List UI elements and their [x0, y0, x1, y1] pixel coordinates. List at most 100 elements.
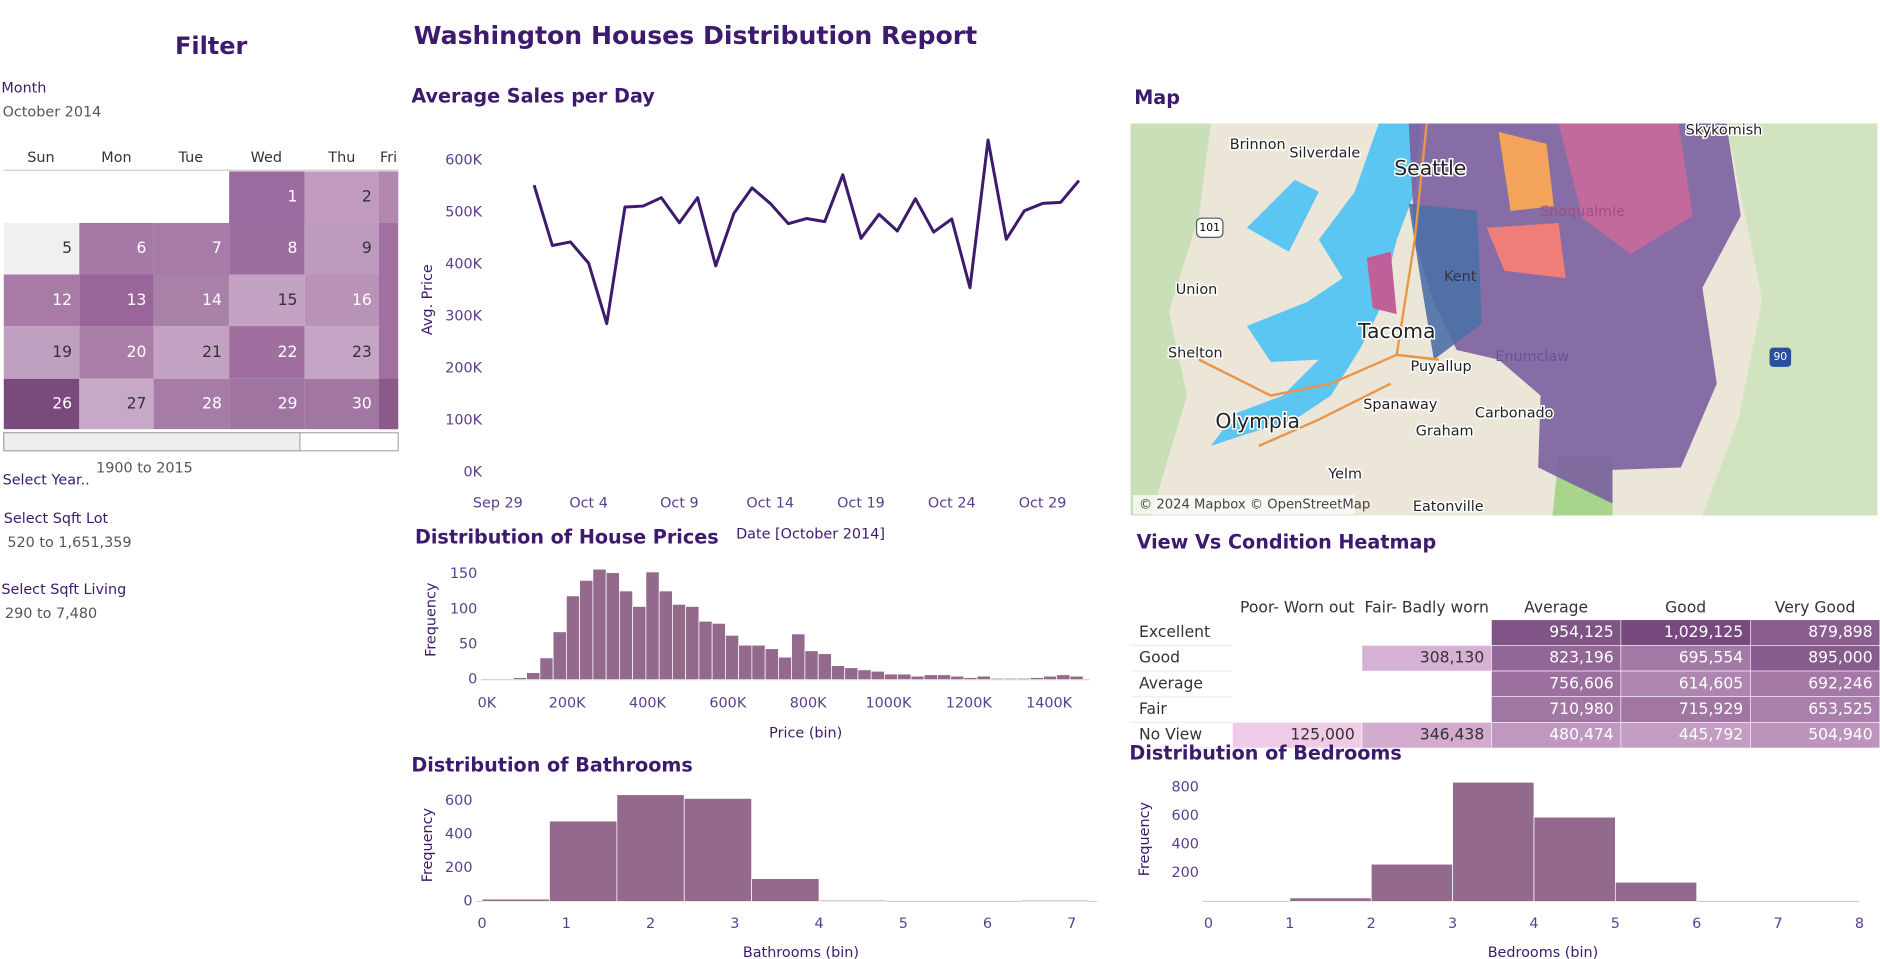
calendar-day[interactable]	[3, 274, 80, 327]
heatmap-cell	[1491, 670, 1622, 698]
calendar-day[interactable]	[304, 222, 379, 275]
x-tick-label: 5	[1611, 916, 1620, 932]
heatmap-cell	[1750, 696, 1880, 723]
histogram-bar	[698, 620, 713, 681]
calendar-day-label: 29	[278, 394, 298, 412]
histogram-bar	[844, 667, 859, 681]
heatmap-value-label: 346,438	[1420, 726, 1484, 744]
histogram-bar	[579, 580, 594, 681]
heatmap-cell	[1361, 645, 1492, 672]
calendar-day[interactable]	[304, 274, 379, 327]
x-tick-label: Sep 29	[473, 495, 523, 511]
calendar-day[interactable]	[229, 378, 305, 430]
calendar-day-label: 21	[202, 343, 222, 361]
calendar-day[interactable]	[79, 274, 154, 327]
calendar-day[interactable]	[304, 378, 379, 430]
calendar-day[interactable]	[153, 326, 230, 379]
histogram-bar	[923, 674, 938, 681]
histogram-bar	[672, 603, 687, 681]
calendar-day-label: 20	[127, 343, 147, 361]
histogram-bar	[831, 665, 846, 681]
histogram-bar	[897, 673, 912, 681]
calendar-day[interactable]	[3, 222, 80, 275]
heatmap-cell	[1491, 619, 1622, 646]
histogram-bar	[950, 675, 965, 681]
weekday-label: Tue	[178, 150, 204, 166]
histogram-bar	[683, 798, 753, 902]
calendar-day[interactable]	[153, 274, 230, 327]
line-series	[532, 138, 1081, 326]
map-water	[1246, 179, 1319, 252]
histogram-bar	[1003, 677, 1018, 681]
x-tick-label: Oct 29	[1019, 495, 1067, 511]
calendar-day[interactable]	[3, 326, 80, 379]
map-region	[1408, 203, 1482, 360]
lot-value[interactable]: 520 to 1,651,359	[7, 535, 131, 551]
calendar-day[interactable]	[229, 222, 305, 275]
heatmap-value-label: 653,525	[1808, 700, 1872, 718]
y-tick-label: 200	[1171, 865, 1198, 881]
calendar-day[interactable]	[79, 222, 154, 275]
y-tick-label: 50	[459, 636, 477, 652]
map-label: Brinnon	[1230, 137, 1286, 153]
map-label: Shelton	[1168, 346, 1223, 362]
heatmap-value-label: 823,196	[1549, 649, 1613, 667]
x-tick-label: Oct 14	[746, 495, 794, 511]
map-label: Skykomish	[1686, 123, 1763, 139]
y-axis-title: Frequency	[424, 582, 440, 657]
calendar-day[interactable]	[229, 326, 305, 379]
y-tick-label: 0	[463, 893, 472, 909]
map-title: Map	[1134, 86, 1180, 109]
heatmap-column-label: Good	[1665, 598, 1706, 616]
calendar-day[interactable]	[153, 378, 230, 430]
histogram-bar	[870, 670, 885, 681]
y-axis-title: Avg. Price	[420, 264, 436, 335]
histogram-bar	[645, 571, 660, 681]
heatmap-value-label: 692,246	[1808, 674, 1872, 692]
x-tick-label: 0	[477, 916, 486, 932]
map-label: Tacoma	[1357, 319, 1436, 343]
calendar-day[interactable]	[79, 378, 154, 430]
calendar-day-label: 9	[362, 239, 372, 257]
calendar-day-label: 6	[137, 239, 147, 257]
highway-shield	[1769, 347, 1792, 367]
histogram-bar	[566, 595, 580, 681]
calendar-day[interactable]	[304, 326, 379, 379]
x-tick-label: 800K	[790, 696, 827, 712]
x-tick-label: 7	[1067, 916, 1076, 932]
month-label: Month	[1, 81, 46, 97]
calendar-day[interactable]	[229, 274, 305, 327]
calendar-day[interactable]	[79, 326, 154, 379]
calendar-day[interactable]	[3, 378, 80, 430]
heatmap-row-label: Excellent	[1139, 623, 1210, 641]
y-tick-label: 0	[468, 672, 477, 688]
heatmap-value-label: 954,125	[1549, 623, 1613, 641]
y-tick-label: 600	[445, 793, 472, 809]
x-axis-title: Price (bin)	[769, 726, 842, 742]
calendar-day-label: 30	[352, 394, 372, 412]
map[interactable]	[1130, 123, 1878, 516]
map-label: 90	[1773, 350, 1787, 363]
heatmap-value-label: 125,000	[1290, 726, 1354, 744]
calendar-day-label: 13	[127, 291, 147, 309]
calendar-day[interactable]	[304, 171, 379, 223]
map-region	[1498, 131, 1554, 211]
histogram-bar	[1056, 674, 1071, 681]
calendar-day[interactable]	[229, 171, 305, 223]
map-label: Spanaway	[1363, 397, 1438, 413]
calendar-day[interactable]	[153, 222, 230, 275]
x-axis-title: Date [October 2014]	[736, 527, 885, 543]
histogram-bar	[513, 677, 527, 681]
x-tick-label: 4	[814, 916, 823, 932]
heatmap-column-label: Fair- Badly worn	[1365, 598, 1489, 616]
month-value[interactable]: October 2014	[3, 105, 102, 121]
x-tick-label: Oct 19	[837, 495, 885, 511]
calendar-cut-cell	[378, 171, 399, 223]
heatmap-value-label: 445,792	[1679, 726, 1743, 744]
x-tick-label: 3	[730, 916, 739, 932]
living-value[interactable]: 290 to 7,480	[5, 606, 97, 622]
y-tick-label: 200K	[445, 360, 482, 376]
x-tick-label: 600K	[709, 696, 746, 712]
x-tick-label: 7	[1773, 916, 1782, 932]
map-label: Union	[1176, 282, 1218, 298]
